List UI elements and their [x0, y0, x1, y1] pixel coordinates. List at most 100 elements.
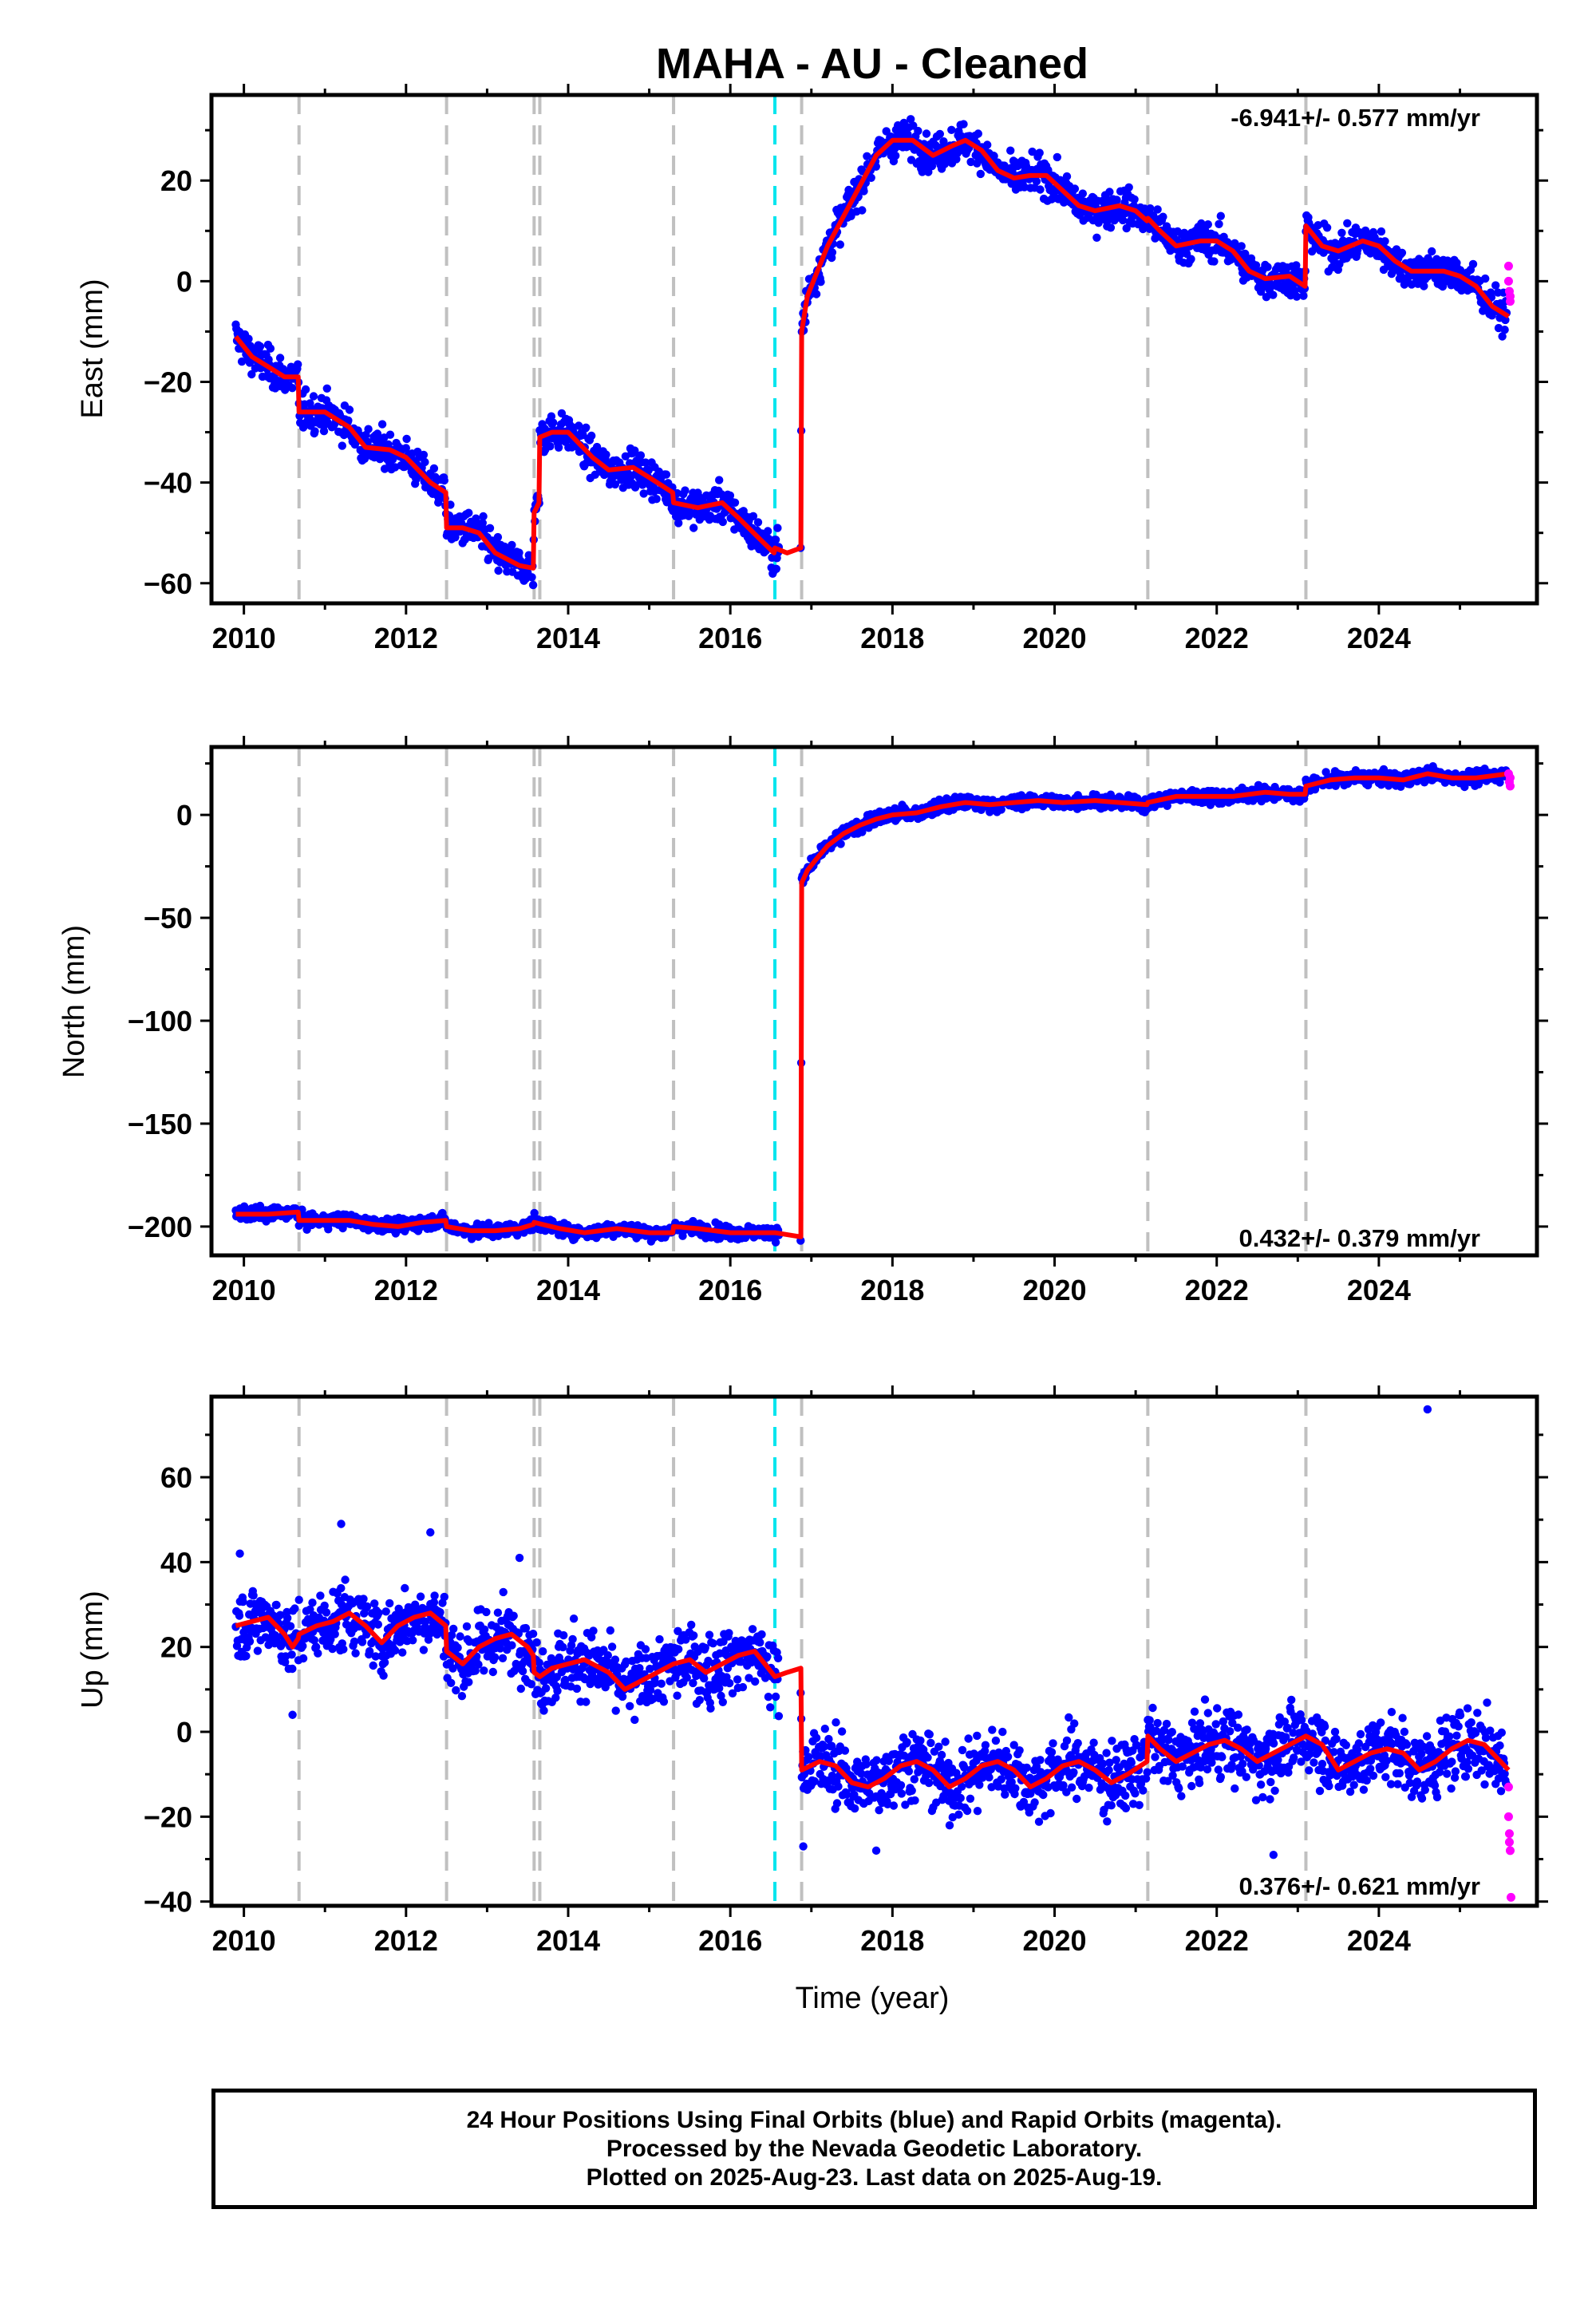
east-data-point: [554, 443, 563, 452]
east-data-point: [922, 129, 931, 138]
east-data-point: [1070, 184, 1080, 193]
east-data-point: [858, 206, 867, 215]
up-data-point: [527, 1680, 535, 1689]
east-data-point: [1028, 147, 1037, 156]
north-x-tick-label: 2012: [374, 1274, 438, 1306]
east-data-point: [812, 290, 821, 298]
east-data-point: [319, 427, 329, 436]
east-data-point: [429, 464, 439, 473]
east-data-point: [935, 129, 945, 139]
east-data-point: [674, 519, 683, 528]
up-final-orbit-points: [231, 1405, 1511, 1860]
east-rapid-orbit-point: [1503, 261, 1513, 271]
up-data-point: [311, 1642, 321, 1651]
east-data-point: [1035, 148, 1044, 157]
east-data-point: [715, 476, 724, 484]
up-data-point: [322, 1608, 331, 1617]
east-data-point: [493, 532, 503, 542]
east-data-point: [918, 168, 926, 176]
up-data-point: [646, 1686, 655, 1694]
up-data-point: [447, 1630, 456, 1640]
east-data-point: [294, 360, 302, 369]
up-data-point: [649, 1694, 658, 1703]
east-data-point: [322, 384, 331, 393]
east-data-point: [421, 457, 429, 467]
east-data-point: [947, 125, 956, 134]
panel-up: 2010 2012 2014 2016 2018 2020 2022 2024−40−2002…: [76, 1385, 1548, 1957]
up-data-point: [249, 1591, 258, 1600]
up-data-point: [286, 1622, 295, 1630]
north-rate: 0.432+/- 0.379 mm/yr: [1239, 1224, 1480, 1252]
up-data-point: [369, 1661, 377, 1670]
up-data-point: [320, 1601, 329, 1611]
east-data-point: [377, 420, 387, 429]
east-y-tick-label: −40: [144, 467, 192, 500]
up-data-point: [341, 1575, 350, 1584]
east-data-point: [244, 334, 253, 343]
up-data-point: [308, 1599, 317, 1607]
north-data-point: [771, 1238, 780, 1247]
east-data-point: [385, 430, 395, 439]
up-data-point: [607, 1642, 617, 1651]
up-data-point: [419, 1646, 429, 1654]
east-data-point: [914, 126, 922, 136]
up-data-point: [589, 1626, 598, 1635]
up-data-point: [618, 1692, 627, 1701]
east-data-point: [816, 278, 825, 287]
east-data-point: [1006, 146, 1015, 155]
up-data-point: [488, 1667, 497, 1677]
east-data-point: [1381, 237, 1389, 246]
up-data-point: [528, 1630, 538, 1638]
up-data-point: [568, 1634, 577, 1644]
east-rapid-orbit-point: [1505, 291, 1515, 301]
up-data-point: [365, 1646, 374, 1656]
east-data-point: [478, 519, 487, 528]
up-data-point: [294, 1595, 303, 1604]
east-data-point: [772, 564, 780, 573]
east-x-tick-label: 2020: [1022, 622, 1086, 654]
north-y-tick-label: −150: [128, 1108, 192, 1140]
east-data-point: [891, 151, 900, 160]
east-data-point: [610, 480, 620, 489]
east-data-point: [479, 512, 488, 521]
up-data-point: [462, 1622, 472, 1631]
up-data-point: [330, 1630, 339, 1638]
north-data-point: [530, 1208, 539, 1218]
north-y-tick-label: −50: [144, 902, 192, 935]
east-data-point: [639, 489, 648, 498]
east-data-point: [1036, 185, 1045, 194]
up-data-point: [350, 1637, 359, 1646]
north-x-tick-label: 2018: [860, 1274, 924, 1306]
up-data-point: [606, 1626, 614, 1635]
up-data-point: [480, 1625, 489, 1634]
east-data-point: [508, 540, 516, 550]
east-data-point: [641, 458, 650, 467]
east-data-point: [749, 512, 758, 520]
up-data-point: [448, 1664, 457, 1673]
east-data-point: [546, 442, 555, 451]
up-data-point: [316, 1591, 325, 1600]
up-data-point: [553, 1686, 562, 1695]
east-data-point: [1078, 189, 1088, 198]
up-data-point: [449, 1624, 458, 1634]
up-data-point: [339, 1645, 348, 1654]
up-data-point: [509, 1611, 518, 1620]
east-data-point: [859, 187, 868, 196]
up-data-point: [310, 1636, 318, 1645]
east-plot-frame: [209, 93, 1539, 606]
up-data-point: [630, 1715, 639, 1725]
east-data-point: [527, 573, 536, 582]
east-y-tick-label: 20: [160, 164, 192, 197]
east-x-tick-label: 2024: [1347, 622, 1411, 654]
east-data-point: [1106, 223, 1116, 232]
chart-title: MAHA - AU - Cleaned: [656, 40, 1088, 88]
east-data-point: [1420, 282, 1428, 290]
east-data-point: [974, 129, 983, 138]
up-data-point: [283, 1614, 292, 1622]
east-data-point: [636, 451, 646, 460]
north-rapid-orbit-point: [1505, 781, 1515, 791]
up-data-point: [381, 1607, 390, 1616]
up-data-point: [374, 1608, 383, 1618]
up-data-point: [464, 1678, 473, 1686]
up-data-point: [452, 1686, 460, 1695]
